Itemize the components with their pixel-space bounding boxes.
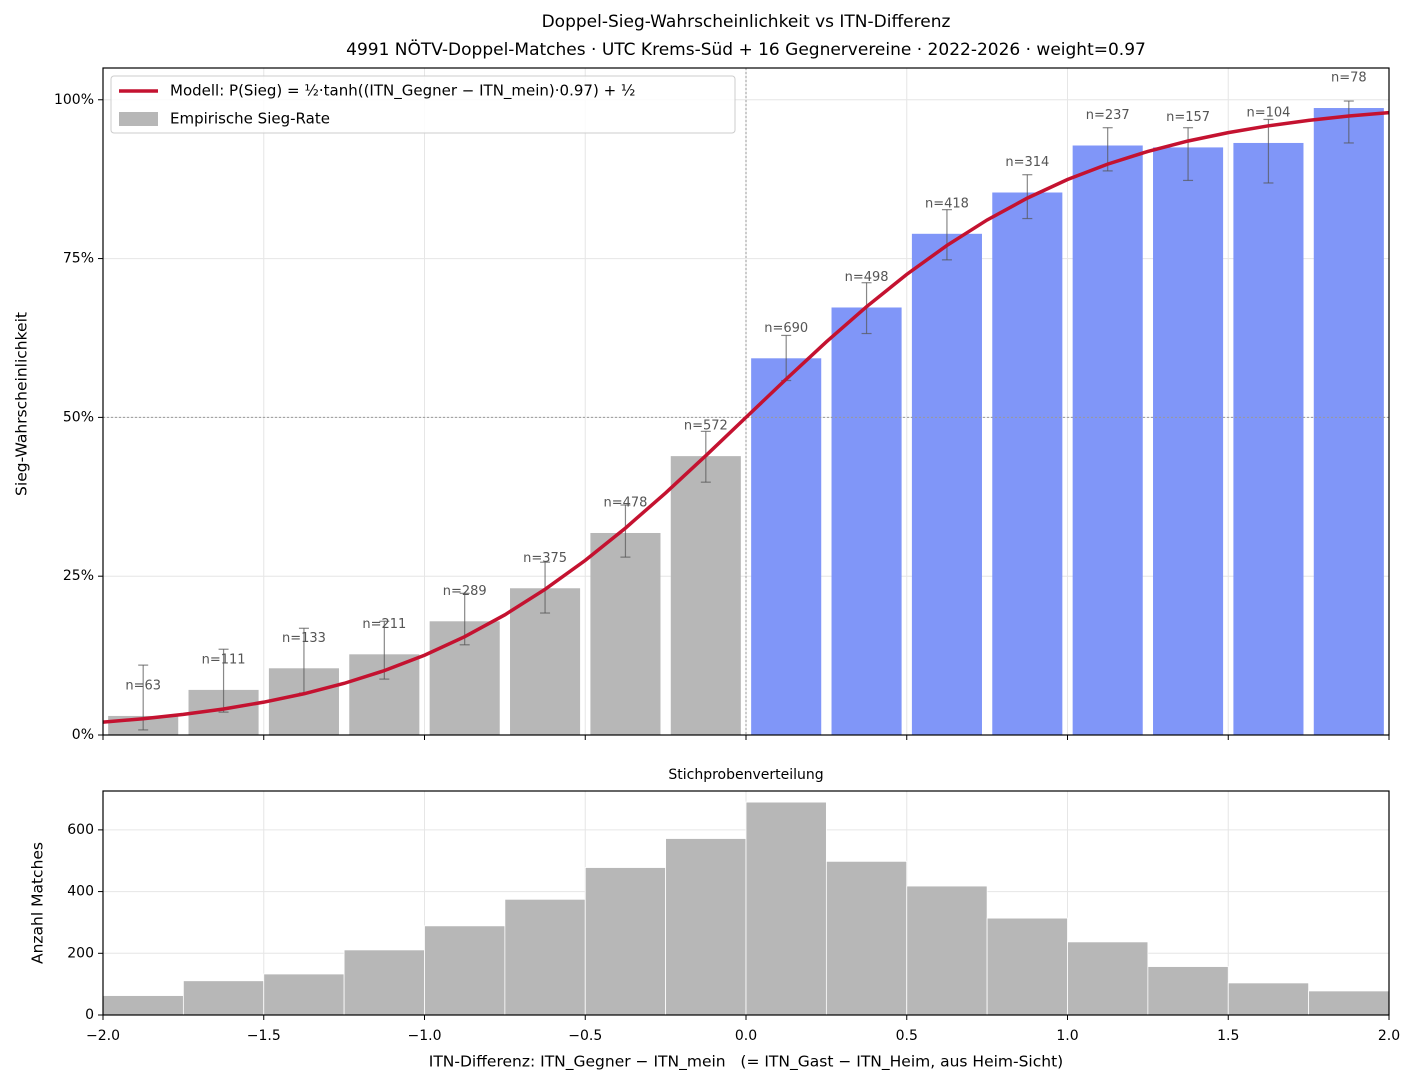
axes-frame [102, 67, 1390, 736]
histogram-bar [102, 995, 184, 1016]
legend-label: Empirische Sieg-Rate [170, 110, 330, 128]
x-axis-label: ITN-Differenz: ITN_Gegner − ITN_mein (= … [429, 1053, 1063, 1072]
histogram-bar [182, 980, 265, 1016]
bar [590, 532, 661, 735]
bar [992, 192, 1063, 736]
model-line [102, 110, 1390, 724]
histogram-bar [665, 838, 747, 1016]
bar [831, 307, 902, 735]
y-tick-label: 400 [67, 884, 94, 900]
error-bar [620, 504, 631, 558]
histogram-bar [343, 949, 425, 1016]
bar [1072, 145, 1143, 736]
count-label: n=111 [202, 652, 246, 667]
histogram-bar [825, 860, 908, 1016]
count-label: n=133 [282, 631, 326, 646]
bar [751, 358, 822, 735]
count-label: n=104 [1246, 105, 1290, 120]
count-label: n=237 [1086, 108, 1130, 123]
error-bar [218, 648, 229, 713]
count-label: n=63 [125, 678, 161, 693]
count-label: n=498 [845, 270, 889, 285]
x-tick-label: −2.0 [86, 1028, 120, 1044]
bar [1313, 108, 1384, 735]
y-axis-label: Sieg-Wahrscheinlichkeit [13, 312, 31, 496]
count-label: n=375 [523, 551, 567, 566]
x-tick-label: 0.5 [896, 1028, 918, 1044]
histogram-bar [504, 898, 586, 1016]
count-label: n=690 [764, 321, 808, 336]
histogram-bar [1227, 982, 1310, 1016]
count-label: n=572 [684, 419, 728, 434]
chart-subtitle: 4991 NÖTV-Doppel-Matches · UTC Krems-Süd… [346, 38, 1146, 60]
histogram-bar [424, 925, 506, 1016]
error-bar [1263, 118, 1274, 184]
legend-label: Modell: P(Sieg) = ½·tanh((ITN_Gegner − I… [170, 82, 635, 101]
y-tick-label: 50% [63, 409, 94, 425]
count-label: n=78 [1331, 71, 1367, 86]
error-bar [1183, 127, 1194, 182]
histogram-bar [906, 885, 988, 1016]
count-label: n=157 [1166, 110, 1210, 125]
x-tick-label: 0.0 [735, 1028, 757, 1044]
error-bar [941, 209, 952, 261]
x-tick-label: 1.5 [1217, 1028, 1239, 1044]
legend-box [110, 75, 736, 134]
bar [1153, 147, 1224, 735]
count-label: n=418 [925, 196, 969, 211]
legend-swatch [119, 112, 158, 126]
histogram-title: Stichprobenverteilung [668, 767, 823, 783]
x-tick-label: −0.5 [568, 1028, 602, 1044]
x-tick-label: 1.0 [1056, 1028, 1078, 1044]
y-tick-label: 25% [63, 568, 94, 584]
y-tick-label: 0% [72, 727, 94, 743]
axes-frame [102, 790, 1390, 1016]
count-label: n=478 [603, 495, 647, 510]
histogram-bar [1308, 990, 1390, 1016]
histogram-bar [986, 917, 1068, 1016]
x-tick-label: −1.5 [247, 1028, 281, 1044]
histogram-bar [1147, 966, 1229, 1016]
histogram-bar [1067, 941, 1149, 1016]
chart-title: Doppel-Sieg-Wahrscheinlichkeit vs ITN-Di… [542, 12, 951, 32]
bar [911, 233, 982, 735]
count-label: n=211 [362, 617, 406, 632]
y-tick-label: 0 [85, 1007, 94, 1023]
histogram-bar [745, 801, 827, 1016]
count-label: n=314 [1005, 155, 1049, 170]
count-label: n=289 [443, 584, 487, 599]
error-bar [1343, 100, 1354, 144]
y-tick-label: 600 [67, 822, 94, 838]
y-tick-label: 75% [63, 251, 94, 267]
histogram-bar [584, 867, 667, 1016]
y-axis-label: Anzahl Matches [29, 842, 47, 964]
x-tick-label: −1.0 [408, 1028, 442, 1044]
y-tick-label: 100% [54, 92, 94, 108]
histogram-bar [263, 973, 345, 1016]
x-tick-label: 2.0 [1378, 1028, 1400, 1044]
y-tick-label: 200 [67, 945, 94, 961]
bar [1233, 142, 1304, 735]
bar [670, 456, 741, 735]
